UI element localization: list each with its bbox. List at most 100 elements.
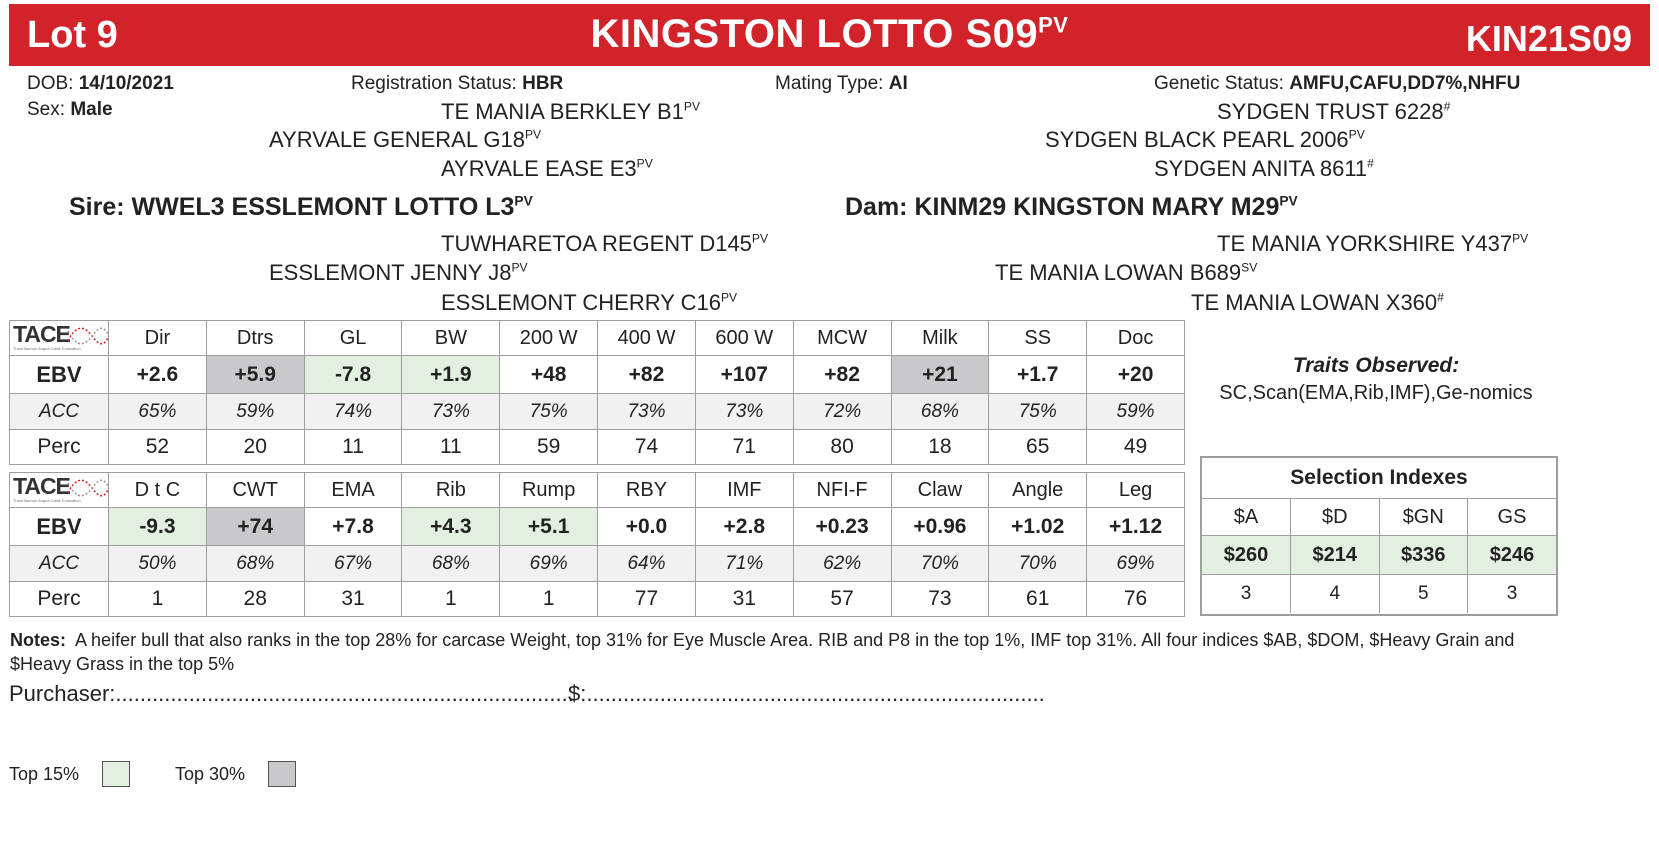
acc-value: 69% xyxy=(499,545,599,582)
perc-value: 11 xyxy=(303,429,403,465)
perc-value: 59 xyxy=(499,429,599,465)
acc-value: 70% xyxy=(988,545,1088,582)
index-value: $214 xyxy=(1290,535,1379,575)
acc-value: 68% xyxy=(401,545,501,582)
ebv-value: +48 xyxy=(499,355,599,394)
acc-value: 50% xyxy=(108,545,207,582)
notes-text: A heifer bull that also ranks in the top… xyxy=(10,630,1515,674)
acc-value: 62% xyxy=(792,545,892,582)
pedigree-sire-sire-sire: TE MANIA BERKLEY B1PV xyxy=(441,99,701,124)
notes: Notes: A heifer bull that also ranks in … xyxy=(10,628,1545,676)
pedigree-dam-dam-sire: TE MANIA YORKSHIRE Y437PV xyxy=(1217,231,1529,256)
trait-header: RBY xyxy=(597,472,696,508)
pedigree-dam-sire-dam: SYDGEN ANITA 8611# xyxy=(1154,156,1374,181)
trait-header: 400 W xyxy=(597,320,696,356)
ebv-value: +7.8 xyxy=(303,507,403,546)
ebv-value: +2.6 xyxy=(108,355,207,394)
ebv-table-carcase: TACE TransTasman Angus Cattle Evaluation… xyxy=(9,472,1185,617)
trait-header: NFI-F xyxy=(792,472,892,508)
perc-value: 28 xyxy=(205,581,305,617)
index-header: $A xyxy=(1202,499,1291,536)
trait-header: D t C xyxy=(108,472,207,508)
ebv-value: +4.3 xyxy=(401,507,501,546)
lot-number: Lot 9 xyxy=(27,14,118,56)
perc-value: 31 xyxy=(694,581,794,617)
acc-value: 73% xyxy=(597,393,696,430)
dam: Dam: KINM29 KINGSTON MARY M29PV xyxy=(845,193,1298,221)
animal-name: KINGSTON LOTTO S09PV xyxy=(590,12,1069,56)
legend-top15-label: Top 15% xyxy=(9,764,80,784)
genetic-status: Genetic Status: AMFU,CAFU,DD7%,NHFU xyxy=(1154,73,1521,94)
perc-value: 31 xyxy=(303,581,403,617)
trait-header: Leg xyxy=(1086,472,1185,508)
selection-indexes-box: Selection Indexes $A $D $GN GS $260 $214… xyxy=(1200,456,1558,616)
acc-value: 74% xyxy=(303,393,403,430)
dob: DOB: 14/10/2021 xyxy=(27,73,174,94)
perc-value: 65 xyxy=(988,429,1088,465)
acc-value: 70% xyxy=(890,545,990,582)
traits-observed-title: Traits Observed: xyxy=(1292,354,1460,377)
acc-row-label: ACC xyxy=(9,545,109,582)
traits-observed-value: SC,Scan(EMA,Rib,IMF),Ge-nomics xyxy=(1219,382,1533,404)
animal-ident: KIN21S09 xyxy=(1465,18,1632,59)
acc-value: 64% xyxy=(597,545,696,582)
acc-value: 59% xyxy=(1086,393,1185,430)
perc-value: 76 xyxy=(1086,581,1185,617)
pedigree-dam-sire-sire: SYDGEN TRUST 6228# xyxy=(1217,99,1451,124)
ebv-value: +107 xyxy=(694,355,794,394)
acc-value: 67% xyxy=(303,545,403,582)
perc-value: 71 xyxy=(694,429,794,465)
pedigree-sire-dam: ESSLEMONT JENNY J8PV xyxy=(269,260,528,285)
trait-header: Milk xyxy=(890,320,990,356)
perc-value: 1 xyxy=(401,581,501,617)
ebv-value: +0.96 xyxy=(890,507,990,546)
acc-row-label: ACC xyxy=(9,393,109,430)
trait-header: 200 W xyxy=(499,320,599,356)
ebv-row-label: EBV xyxy=(9,507,109,546)
index-value: $336 xyxy=(1378,535,1468,575)
trait-header: MCW xyxy=(792,320,892,356)
trait-header: Rump xyxy=(499,472,599,508)
ebv-value: -7.8 xyxy=(303,355,403,394)
acc-value: 75% xyxy=(988,393,1088,430)
trait-header: GL xyxy=(303,320,403,356)
index-header: GS xyxy=(1467,499,1556,536)
perc-value: 49 xyxy=(1086,429,1185,465)
trait-header: SS xyxy=(988,320,1088,356)
perc-value: 20 xyxy=(205,429,305,465)
trait-header: 600 W xyxy=(694,320,794,356)
perc-value: 1 xyxy=(108,581,207,617)
purchaser-line[interactable]: Purchaser:..............................… xyxy=(9,681,574,706)
acc-value: 73% xyxy=(694,393,794,430)
acc-value: 68% xyxy=(205,545,305,582)
pedigree-sire-sire-dam: AYRVALE EASE E3PV xyxy=(441,156,653,181)
acc-value: 68% xyxy=(890,393,990,430)
index-header: $D xyxy=(1290,499,1379,536)
index-perc: 4 xyxy=(1290,574,1379,613)
pedigree-dam-sire: SYDGEN BLACK PEARL 2006PV xyxy=(1045,127,1365,152)
acc-value: 69% xyxy=(1086,545,1185,582)
acc-value: 59% xyxy=(205,393,305,430)
ebv-value: +82 xyxy=(597,355,696,394)
perc-value: 80 xyxy=(792,429,892,465)
perc-value: 1 xyxy=(499,581,599,617)
legend-top30-label: Top 30% xyxy=(175,764,246,784)
price-line[interactable]: $:......................................… xyxy=(568,681,1045,706)
selection-indexes-table: $A $D $GN GS $260 $214 $336 $246 3 4 5 3 xyxy=(1202,499,1556,613)
acc-value: 65% xyxy=(108,393,207,430)
perc-value: 73 xyxy=(890,581,990,617)
notes-label: Notes: xyxy=(10,630,67,650)
pedigree-sire-dam-dam: ESSLEMONT CHERRY C16PV xyxy=(441,290,738,315)
trait-header: Dtrs xyxy=(205,320,305,356)
ebv-value: +5.1 xyxy=(499,507,599,546)
perc-row-label: Perc xyxy=(9,429,109,465)
pedigree-sire-sire: AYRVALE GENERAL G18PV xyxy=(269,127,542,152)
perc-value: 57 xyxy=(792,581,892,617)
ebv-value: +1.02 xyxy=(988,507,1088,546)
tace-logo: TACE TransTasman Angus Cattle Evaluation xyxy=(9,320,109,356)
dna-helix-icon xyxy=(67,327,108,345)
acc-value: 72% xyxy=(792,393,892,430)
ebv-value: +74 xyxy=(205,507,305,546)
perc-value: 74 xyxy=(597,429,696,465)
legend-top30-swatch xyxy=(268,761,296,787)
